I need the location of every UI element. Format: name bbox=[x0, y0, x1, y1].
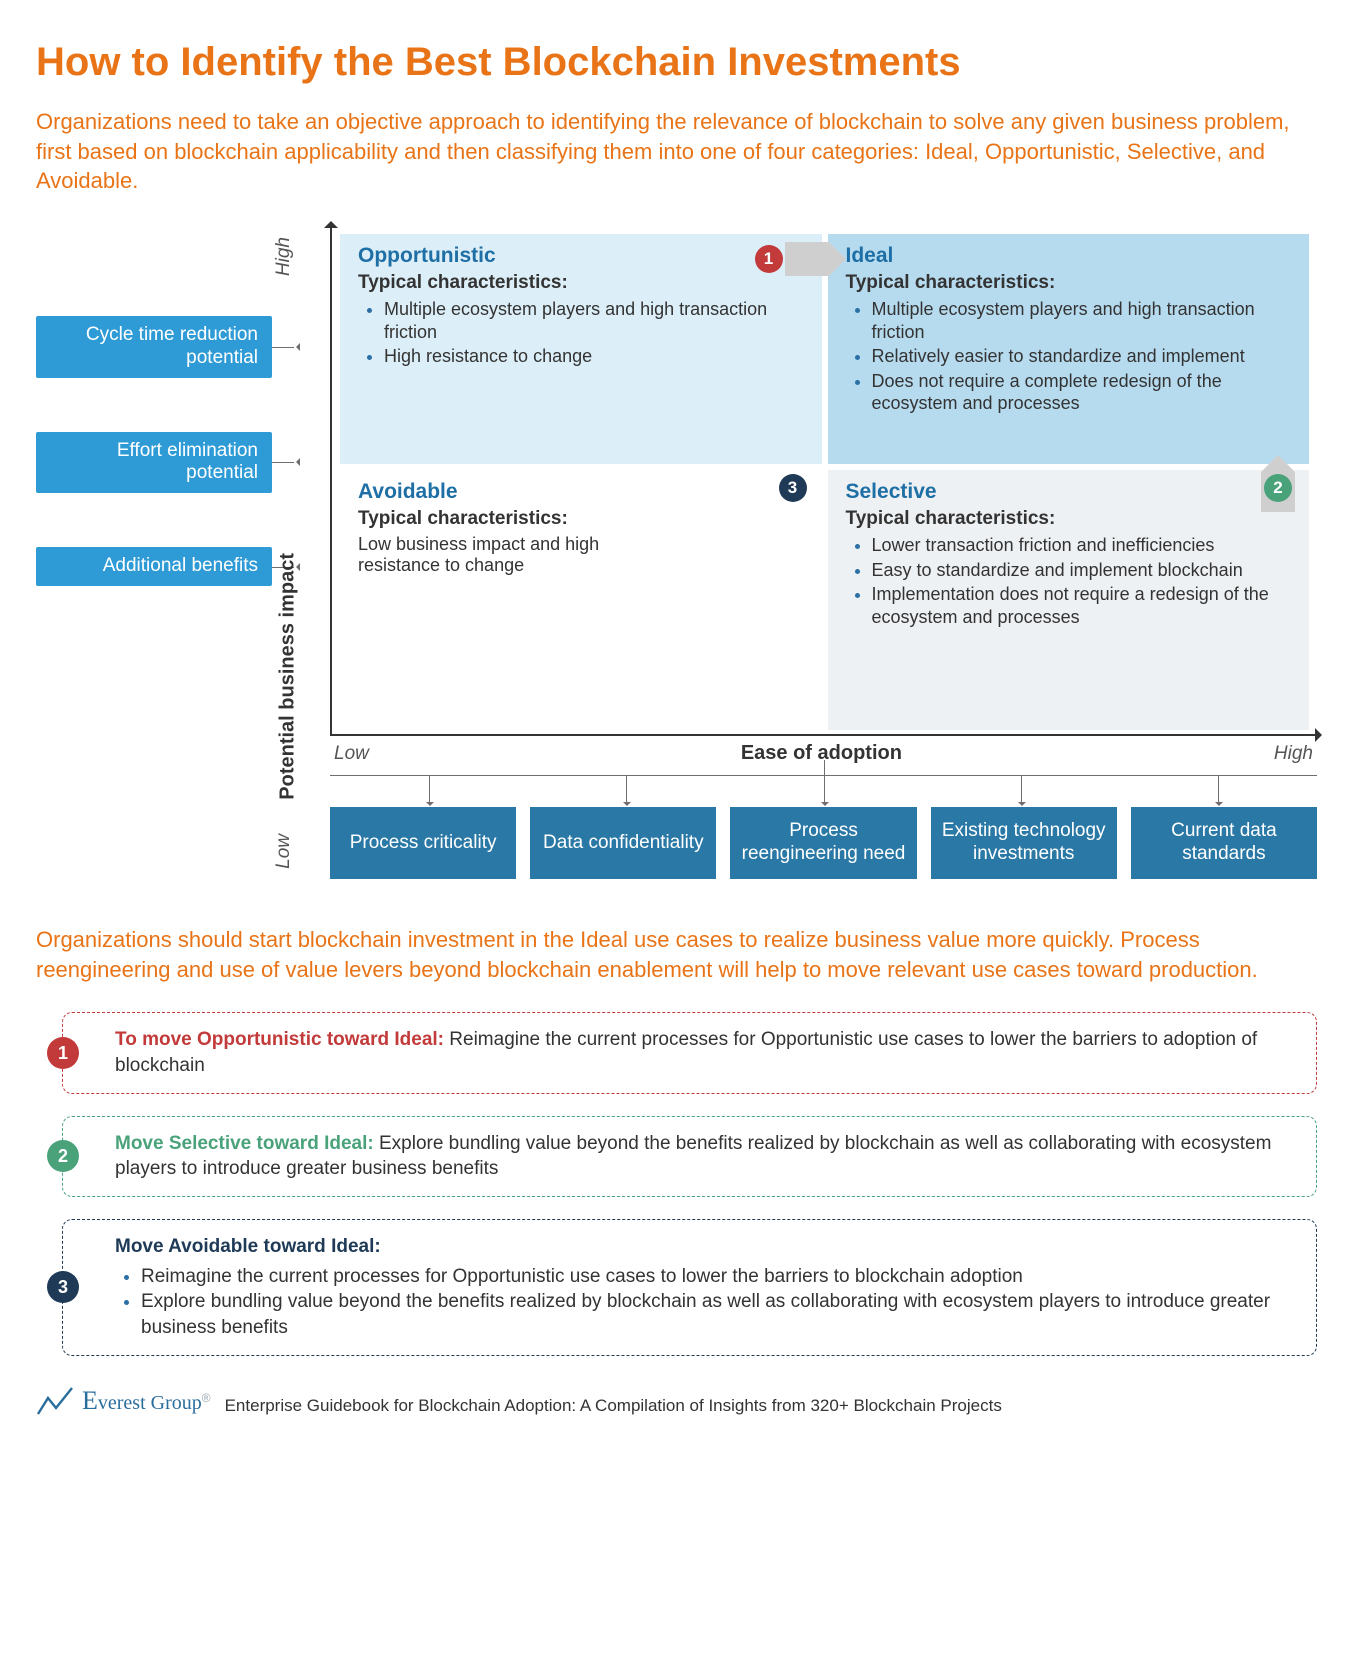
x-axis-low-label: Low bbox=[334, 743, 369, 765]
y-axis-low-label: Low bbox=[273, 834, 295, 869]
y-factor-additional: Additional benefits bbox=[36, 547, 272, 586]
quadrant-ideal-sub: Typical characteristics: bbox=[846, 272, 1292, 294]
badge-2-label: 2 bbox=[1273, 478, 1282, 498]
quadrant-ideal: Ideal Typical characteristics: Multiple … bbox=[828, 234, 1310, 464]
x-axis-high-label: High bbox=[1274, 743, 1313, 765]
y-factor-cycle-time: Cycle time reduction potential bbox=[36, 316, 272, 378]
quadrant-chart: Cycle time reduction potential Effort el… bbox=[36, 226, 1317, 879]
quadrant-avoidable-desc: Low business impact and high resistance … bbox=[358, 534, 638, 576]
badge-1-label: 1 bbox=[764, 249, 773, 269]
quadrant-selective-sub: Typical characteristics: bbox=[846, 508, 1292, 530]
footer-brand: Everest Group® bbox=[82, 1386, 217, 1416]
arrow-opportunistic-to-ideal bbox=[785, 242, 829, 276]
x-factor-data-standards: Current data standards bbox=[1131, 807, 1317, 879]
recommendation-3-lead: Move Avoidable toward Ideal: bbox=[115, 1236, 381, 1257]
quadrant-selective: Selective Typical characteristics: Lower… bbox=[828, 470, 1310, 730]
quadrant-opportunistic-list: Multiple ecosystem players and high tran… bbox=[358, 298, 804, 368]
mid-paragraph: Organizations should start blockchain in… bbox=[36, 925, 1317, 984]
badge-3: 3 bbox=[779, 474, 807, 502]
quadrant-avoidable-title: Avoidable bbox=[358, 480, 804, 504]
list-item: Reimagine the current processes for Oppo… bbox=[141, 1264, 1296, 1290]
recommendation-2-badge: 2 bbox=[47, 1140, 79, 1172]
recommendation-1: 1 To move Opportunistic toward Ideal: Re… bbox=[62, 1012, 1317, 1093]
list-item: Lower transaction friction and inefficie… bbox=[872, 534, 1292, 557]
quadrant-opportunistic-title: Opportunistic bbox=[358, 244, 804, 268]
list-item: Easy to standardize and implement blockc… bbox=[872, 559, 1292, 582]
footer: Everest Group® Enterprise Guidebook for … bbox=[36, 1386, 1317, 1416]
plot-area: 1 2 3 Opportunistic Typical characterist… bbox=[330, 226, 1317, 736]
quadrant-avoidable-sub: Typical characteristics: bbox=[358, 508, 804, 530]
quadrant-selective-list: Lower transaction friction and inefficie… bbox=[846, 534, 1292, 628]
quadrant-opportunistic-sub: Typical characteristics: bbox=[358, 272, 804, 294]
list-item: High resistance to change bbox=[384, 345, 804, 368]
intro-paragraph: Organizations need to take an objective … bbox=[36, 107, 1296, 196]
x-factor-existing-tech: Existing technology investments bbox=[931, 807, 1117, 879]
list-item: Multiple ecosystem players and high tran… bbox=[872, 298, 1292, 343]
list-item: Relatively easier to standardize and imp… bbox=[872, 345, 1292, 368]
x-axis-factors-wrap: Process criticality Data confidentiality… bbox=[330, 775, 1317, 879]
x-axis-connector bbox=[330, 775, 1317, 805]
x-axis-label: Ease of adoption bbox=[741, 742, 902, 765]
quadrant-opportunistic: Opportunistic Typical characteristics: M… bbox=[340, 234, 822, 464]
quadrant-selective-title: Selective bbox=[846, 480, 1292, 504]
footer-tagline: Enterprise Guidebook for Blockchain Adop… bbox=[225, 1396, 1002, 1416]
y-axis-high-label: High bbox=[273, 237, 295, 276]
recommendation-1-lead: To move Opportunistic toward Ideal: bbox=[115, 1029, 444, 1050]
badge-3-label: 3 bbox=[788, 478, 797, 498]
recommendation-3: 3 Move Avoidable toward Ideal: Reimagine… bbox=[62, 1219, 1317, 1356]
quadrant-ideal-title: Ideal bbox=[846, 244, 1292, 268]
y-axis-label: Potential business impact bbox=[277, 553, 300, 800]
recommendation-1-badge: 1 bbox=[47, 1037, 79, 1069]
page-title: How to Identify the Best Blockchain Inve… bbox=[36, 40, 1317, 85]
y-axis-factors: Cycle time reduction potential Effort el… bbox=[36, 226, 296, 879]
recommendation-2-lead: Move Selective toward Ideal: bbox=[115, 1133, 374, 1154]
recommendation-3-badge: 3 bbox=[47, 1271, 79, 1303]
list-item: Implementation does not require a redesi… bbox=[872, 583, 1292, 628]
list-item: Does not require a complete redesign of … bbox=[872, 370, 1292, 415]
x-factor-process-criticality: Process criticality bbox=[330, 807, 516, 879]
x-axis-factors: Process criticality Data confidentiality… bbox=[330, 807, 1317, 879]
logo-icon bbox=[36, 1386, 74, 1416]
recommendation-3-list: Reimagine the current processes for Oppo… bbox=[115, 1264, 1296, 1341]
list-item: Multiple ecosystem players and high tran… bbox=[384, 298, 804, 343]
y-factor-effort: Effort elimination potential bbox=[36, 432, 272, 494]
badge-1: 1 bbox=[755, 245, 783, 273]
recommendation-2: 2 Move Selective toward Ideal: Explore b… bbox=[62, 1116, 1317, 1197]
list-item: Explore bundling value beyond the benefi… bbox=[141, 1289, 1296, 1340]
quadrant-avoidable: Avoidable Typical characteristics: Low b… bbox=[340, 470, 822, 730]
x-factor-process-reengineering: Process reengineering need bbox=[730, 807, 916, 879]
badge-2: 2 bbox=[1264, 474, 1292, 502]
quadrant-ideal-list: Multiple ecosystem players and high tran… bbox=[846, 298, 1292, 415]
x-factor-data-confidentiality: Data confidentiality bbox=[530, 807, 716, 879]
